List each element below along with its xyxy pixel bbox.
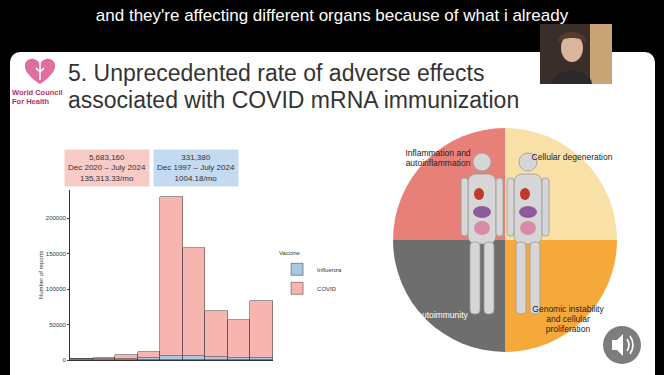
svg-text:200000: 200000: [46, 215, 67, 221]
svg-text:Vaccine: Vaccine: [279, 250, 301, 256]
svg-text:50000: 50000: [49, 322, 66, 328]
html-text:World Council: World Council: [12, 88, 63, 97]
svg-text:Influenza: Influenza: [317, 267, 342, 273]
svg-text:Autoimmunity: Autoimmunity: [416, 310, 468, 320]
svg-text:Inflammation andautoinflammati: Inflammation andautoinflammation: [405, 148, 470, 168]
svg-text:0: 0: [63, 357, 67, 363]
svg-text:150000: 150000: [46, 251, 67, 257]
html-text:5. Unprecedented rate of adver: 5. Unprecedented rate of adverse effects: [68, 60, 485, 86]
svg-text:5,683,160Dec 2020 – July 20241: 5,683,160Dec 2020 – July 2024135,313.33/…: [68, 153, 146, 183]
svg-text:COVID: COVID: [317, 286, 337, 292]
svg-text:Cellular degeneration: Cellular degeneration: [532, 152, 613, 162]
svg-text:331,380Dec 1997 – July 2024100: 331,380Dec 1997 – July 20241004.18/mo: [157, 153, 235, 183]
svg-text:Genomic instabilityand cellula: Genomic instabilityand cellularprolifera…: [532, 304, 604, 334]
svg-text:Number of reports: Number of reports: [38, 251, 44, 299]
svg-text:100000: 100000: [46, 286, 67, 292]
html-text:For Health: For Health: [12, 97, 50, 106]
html-text:and they're affecting differen: and they're affecting different organs b…: [95, 6, 569, 25]
html-text:associated with COVID mRNA imm: associated with COVID mRNA immunization: [68, 87, 520, 113]
